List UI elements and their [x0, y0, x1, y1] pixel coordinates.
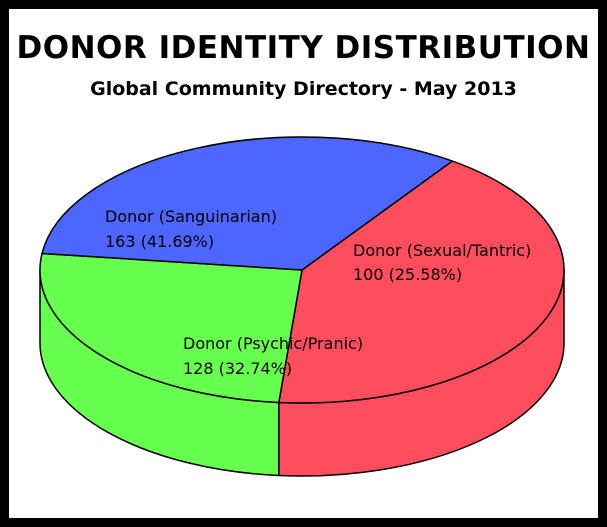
pie-slice-sanguinarian: [278, 160, 565, 404]
chart-subtitle: Global Community Directory - May 2013: [90, 78, 517, 100]
slice-label-sexual-tantric: Donor (Sexual/Tantric): [353, 241, 531, 260]
slice-label-sanguinarian: Donor (Sanguinarian): [105, 207, 277, 226]
pie-slice-psychic-pranic: [41, 136, 454, 271]
pie-labels: Donor (Sanguinarian) 163 (41.69%) Donor …: [105, 207, 531, 378]
chart-title: DONOR IDENTITY DISTRIBUTION: [16, 30, 591, 66]
pie-tops: [39, 136, 565, 404]
slice-value-sanguinarian: 163 (41.69%): [105, 232, 214, 251]
slice-label-psychic-pranic: Donor (Psychic/Pranic): [183, 334, 363, 353]
pie-slice-sexual-tantric: [39, 252, 303, 404]
slice-value-psychic-pranic: 128 (32.74%): [183, 359, 292, 378]
slice-value-sexual-tantric: 100 (25.58%): [353, 265, 462, 284]
